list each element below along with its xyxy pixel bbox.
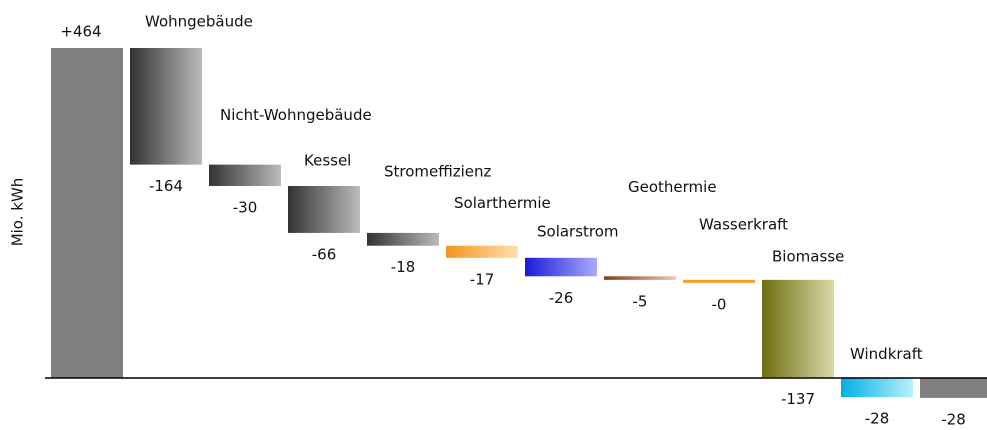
category-label: Biomasse [772, 247, 844, 265]
category-label: Geothermie [628, 178, 717, 196]
value-label: -137 [781, 390, 815, 408]
value-label: -28 [941, 410, 966, 428]
value-label: -66 [312, 245, 337, 263]
category-label: Solarstrom [537, 222, 619, 240]
bar [288, 185, 360, 233]
bar [762, 279, 834, 378]
bar [51, 48, 123, 378]
category-label: Wohngebäude [145, 13, 253, 31]
category-label: Solarthermie [454, 194, 551, 212]
category-label: Stromeffizienz [384, 162, 492, 180]
category-label: Wasserkraft [699, 215, 788, 233]
bar [209, 164, 281, 186]
bar [446, 245, 518, 258]
value-label: +464 [60, 23, 101, 41]
y-axis-label: Mio. kWh [9, 178, 27, 247]
category-label: Nicht-Wohngebäude [220, 106, 372, 124]
value-label: -26 [549, 289, 574, 307]
bar [683, 279, 755, 283]
bar [130, 48, 202, 165]
bar [841, 377, 913, 398]
value-label: -30 [233, 198, 258, 216]
value-label: -17 [470, 270, 495, 288]
value-label: -5 [633, 292, 648, 310]
category-label: Windkraft [850, 345, 923, 363]
category-label: Kessel [304, 151, 351, 169]
bar [525, 257, 597, 277]
bar [367, 232, 439, 246]
bar [920, 378, 987, 398]
value-label: -0 [712, 295, 727, 313]
bar [604, 276, 676, 280]
value-label: -18 [391, 258, 416, 276]
value-label: -164 [149, 177, 183, 195]
value-label: -28 [865, 410, 890, 428]
